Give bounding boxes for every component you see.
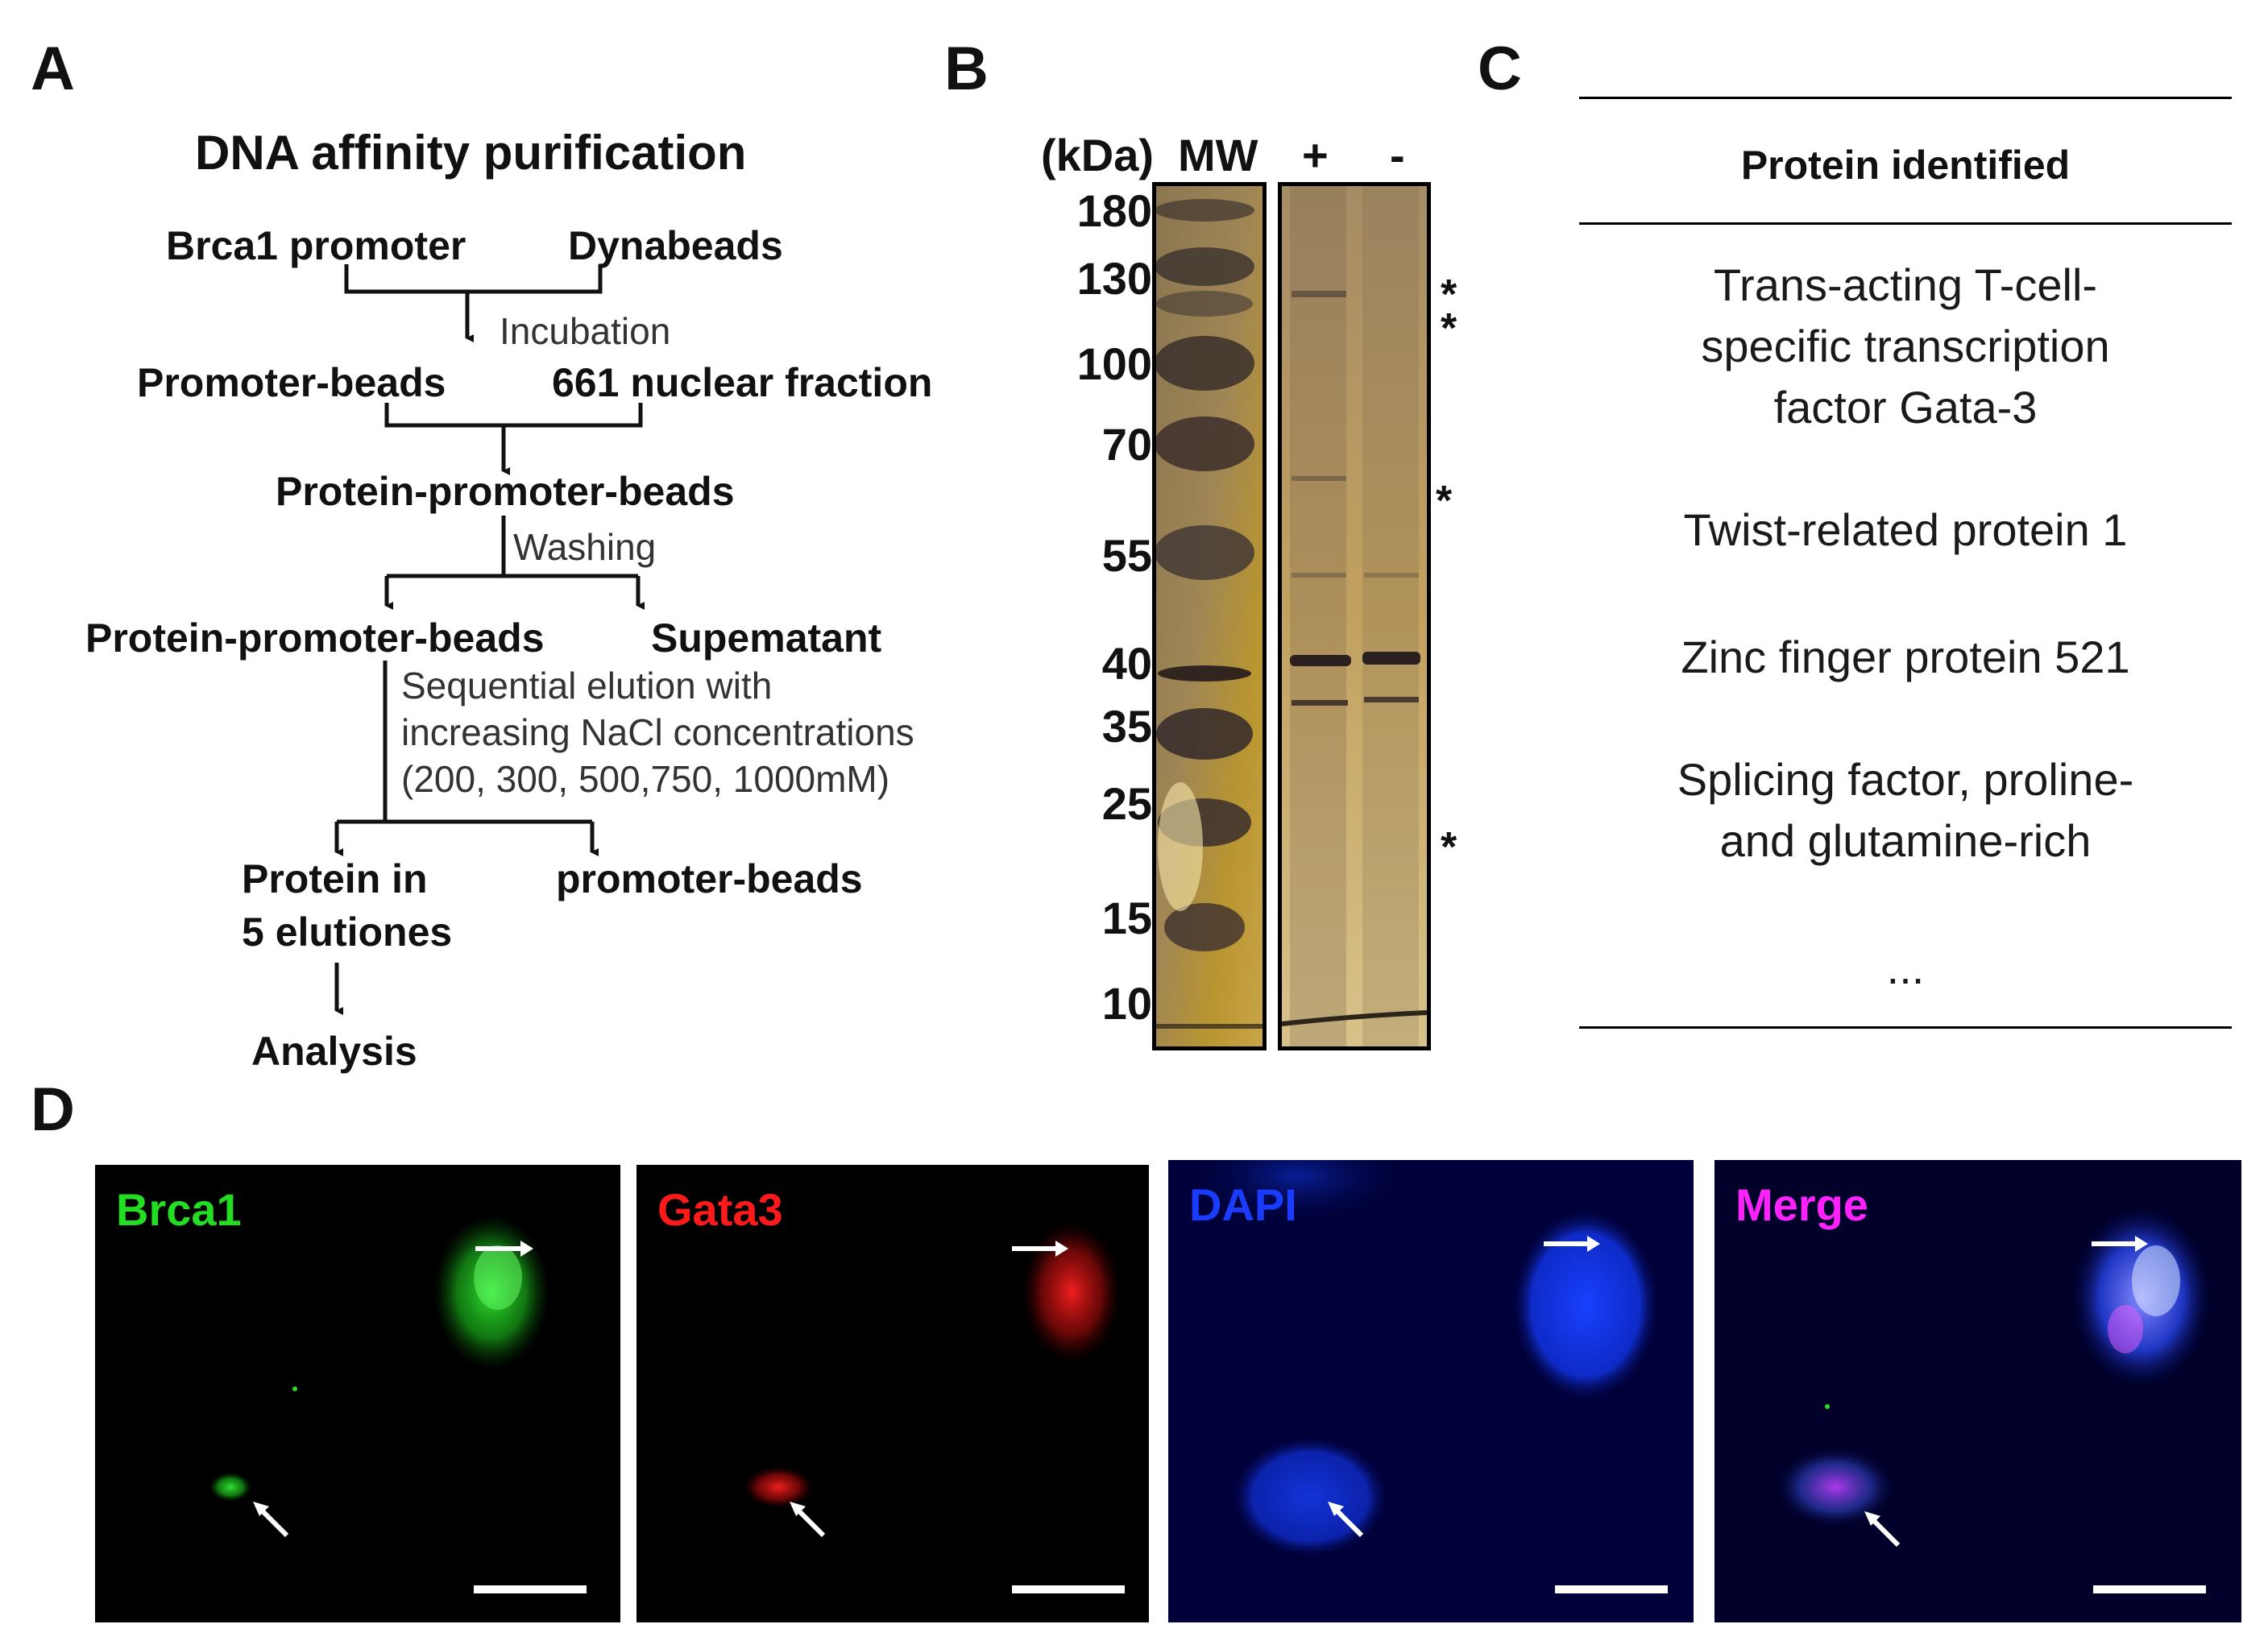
flow-protein-promoter-beads-2: Protein-promoter-beads bbox=[85, 615, 545, 661]
flow-nuclear-fraction: 661 nuclear fraction bbox=[552, 360, 933, 405]
micro-dapi-scalebar bbox=[1555, 1585, 1668, 1593]
flow-protein-in: Protein in bbox=[242, 856, 428, 901]
table-entry-gata3-line1: Trans-acting T-cell- bbox=[1713, 259, 2098, 310]
table-top-rule bbox=[1579, 97, 2232, 99]
gel-marker-40: 40 bbox=[1101, 638, 1152, 689]
gel-marker-25: 25 bbox=[1101, 778, 1152, 829]
flow-supernatant: Supematant bbox=[651, 615, 882, 661]
flow-elution-line2: increasing NaCl concentrations bbox=[401, 711, 914, 753]
micro-merge-label: Merge bbox=[1735, 1179, 1868, 1230]
micro-brca1-scalebar bbox=[474, 1585, 587, 1593]
flow-analysis: Analysis bbox=[251, 1029, 417, 1074]
gel-mw-label: MW bbox=[1178, 130, 1258, 180]
micro-gata3-image bbox=[743, 1221, 1122, 1538]
gel-marker-100: 100 bbox=[1076, 338, 1152, 389]
flow-elution-line3: (200, 300, 500,750, 1000mM) bbox=[401, 758, 890, 800]
table-entry-zinc-finger: Zinc finger protein 521 bbox=[1579, 627, 2232, 688]
flow-elutiones: 5 elutiones bbox=[242, 909, 453, 955]
gel-minus-label: - bbox=[1390, 130, 1405, 180]
gel-marker-55: 55 bbox=[1101, 530, 1152, 581]
micro-dapi-image bbox=[1184, 1160, 1658, 1556]
flow-elution-line1: Sequential elution with bbox=[401, 665, 773, 706]
flow-protein-promoter-beads: Protein-promoter-beads bbox=[276, 469, 735, 514]
table-entry-ellipsis-text: ... bbox=[1886, 943, 1925, 993]
gel-marker-10: 10 bbox=[1101, 978, 1152, 1029]
gel-marker-130: 130 bbox=[1076, 253, 1152, 304]
flow-dynabeads: Dynabeads bbox=[568, 223, 783, 268]
table-header: Protein identified bbox=[1740, 143, 2071, 188]
micro-dapi: DAPI bbox=[1168, 1160, 1694, 1622]
flow-incubation: Incubation bbox=[500, 310, 671, 352]
table-entry-gata3-line3: factor Gata-3 bbox=[1773, 382, 2038, 433]
panel-label-b: B bbox=[944, 35, 989, 103]
flow-promoter-beads-2: promoter-beads bbox=[556, 856, 863, 901]
gel-sample-lanes bbox=[1278, 182, 1431, 1050]
gel-asterisk-3: * bbox=[1436, 478, 1453, 524]
table-entry-splicing-factor: Splicing factor, proline- and glutamine-… bbox=[1579, 749, 2232, 872]
gel-asterisk-2: * bbox=[1441, 305, 1457, 352]
gel-marker-70: 70 bbox=[1101, 419, 1152, 470]
micro-brca1-image bbox=[209, 1215, 549, 1538]
gel-ladder-lane bbox=[1152, 182, 1267, 1050]
gel-marker-35: 35 bbox=[1101, 701, 1152, 752]
micro-brca1: Brca1 bbox=[95, 1165, 620, 1622]
table-entry-splicing-factor-line2: and glutamine-rich bbox=[1719, 815, 2092, 866]
micro-dapi-label: DAPI bbox=[1189, 1179, 1297, 1230]
gel-asterisk-4: * bbox=[1441, 824, 1457, 871]
table-header-rule bbox=[1579, 222, 2232, 225]
gel-kda-label: (kDa) bbox=[1041, 130, 1155, 180]
gel-plus-label: + bbox=[1302, 130, 1329, 180]
micro-merge: Merge bbox=[1714, 1160, 2241, 1622]
table-entry-ellipsis: ... bbox=[1579, 938, 2232, 999]
table-entry-twist-line1: Twist-related protein 1 bbox=[1683, 504, 2128, 555]
gel-sample-image bbox=[1282, 186, 1427, 1046]
panel-label-d: D bbox=[31, 1075, 75, 1144]
table-entry-splicing-factor-line1: Splicing factor, proline- bbox=[1677, 754, 2134, 805]
table-entry-gata3-line2: specific transcription bbox=[1701, 321, 2110, 371]
micro-merge-scalebar bbox=[2093, 1585, 2206, 1593]
table-entry-gata3: Trans-acting T-cell- specific transcript… bbox=[1579, 255, 2232, 438]
micro-gata3: Gata3 bbox=[636, 1165, 1149, 1622]
table-bottom-rule bbox=[1579, 1026, 2232, 1029]
table-entry-twist: Twist-related protein 1 bbox=[1579, 499, 2232, 561]
flow-brca1-promoter: Brca1 promoter bbox=[166, 223, 466, 268]
flow-washing: Washing bbox=[513, 526, 657, 568]
gel-ladder-image bbox=[1156, 186, 1263, 1046]
gel-asterisk-1: * bbox=[1441, 271, 1457, 318]
flow-connectors bbox=[334, 264, 645, 1015]
flow-promoter-beads: Promoter-beads bbox=[137, 360, 446, 405]
micro-merge-image bbox=[1776, 1207, 2211, 1547]
micro-gata3-label: Gata3 bbox=[657, 1184, 783, 1235]
micro-brca1-label: Brca1 bbox=[116, 1184, 242, 1235]
flow-title: DNA affinity purification bbox=[195, 126, 747, 180]
gel-marker-180: 180 bbox=[1076, 185, 1152, 236]
table-entry-zinc-finger-line1: Zinc finger protein 521 bbox=[1681, 632, 2130, 682]
panel-label-c: C bbox=[1478, 35, 1522, 103]
panel-label-a: A bbox=[31, 35, 75, 103]
gel-marker-15: 15 bbox=[1101, 893, 1152, 943]
micro-gata3-scalebar bbox=[1012, 1585, 1125, 1593]
